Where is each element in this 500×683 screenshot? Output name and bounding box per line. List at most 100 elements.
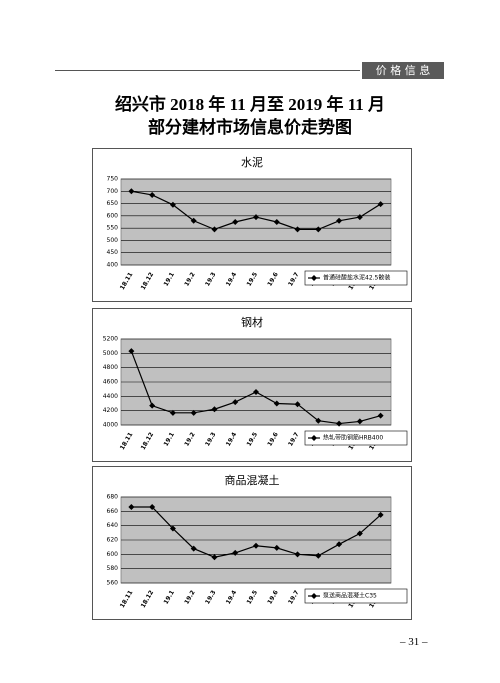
chart-title: 钢材 — [241, 315, 263, 329]
point-marker — [149, 504, 156, 511]
title-line: 绍兴市 2018 年 11 月至 2019 年 11 月 — [114, 95, 386, 114]
point-marker — [253, 214, 259, 221]
point-marker — [315, 226, 322, 233]
y-tick-label: 450 — [107, 249, 119, 256]
point-marker — [336, 420, 343, 427]
x-tick-label: 19.1 — [162, 589, 175, 605]
legend-box — [304, 588, 408, 604]
point-marker — [336, 541, 343, 548]
legend-label: 热轧带肋钢筋HRB400 — [323, 434, 383, 442]
point-marker — [211, 406, 218, 413]
x-tick-label: 19.2 — [183, 589, 196, 605]
x-tick-label: 19.5 — [246, 271, 259, 287]
y-tick-label: 4400 — [103, 393, 118, 400]
point-marker — [169, 201, 176, 208]
x-tick-label: 18.11 — [119, 431, 135, 451]
point-marker — [356, 214, 363, 221]
x-tick-label: 19.3 — [204, 589, 217, 605]
y-tick-label: 700 — [107, 188, 119, 195]
y-tick-label: 750 — [107, 176, 119, 183]
x-tick-label: 19.6 — [266, 431, 279, 447]
y-tick-label: 600 — [107, 212, 119, 219]
x-tick-label: 19.5 — [246, 431, 259, 447]
x-tick-label: 18.12 — [140, 271, 156, 291]
point-marker — [273, 400, 280, 407]
x-tick-label: 19.6 — [266, 589, 279, 605]
point-marker — [294, 226, 301, 233]
y-tick-label: 600 — [107, 551, 119, 558]
y-tick-label: 560 — [107, 580, 119, 587]
y-tick-label: 620 — [107, 537, 119, 544]
chart-panel: 钢材 4000 4200 4400 4600 4800 5000 5200 18.11 18.12… — [92, 308, 412, 462]
section-label: 价 格 信 息 — [362, 62, 444, 79]
point-marker — [294, 551, 301, 558]
point-marker — [149, 191, 156, 198]
x-tick-label: 19.1 — [162, 431, 175, 447]
legend-marker — [311, 593, 317, 599]
point-marker — [128, 188, 135, 195]
chart-panel: 水泥 400 450 500 550 600 650 700 750 18.11 18.12 19.1… — [92, 148, 412, 302]
point-marker — [232, 399, 239, 406]
legend-label: 普通硅酸盐水泥42.5散装 — [323, 274, 390, 282]
point-marker — [356, 530, 363, 537]
page-number: – 31 – — [400, 636, 428, 648]
x-tick-label: 19.7 — [287, 589, 300, 605]
point-marker — [232, 219, 239, 225]
y-tick-label: 400 — [107, 262, 119, 269]
x-tick-label: 19.2 — [183, 431, 196, 447]
y-tick-label: 4600 — [103, 379, 118, 386]
x-tick-label: 19.3 — [204, 431, 217, 447]
point-marker — [253, 389, 259, 396]
plot-area — [120, 178, 392, 266]
x-tick-label: 19.7 — [287, 431, 300, 447]
point-marker — [190, 545, 197, 552]
point-marker — [273, 544, 280, 551]
point-marker — [149, 402, 156, 409]
legend-box — [304, 430, 408, 446]
legend-label: 泵送商品混凝土C35 — [323, 592, 377, 600]
chart: 钢材 4000 4200 4400 4600 4800 5000 5200 18.11 18.12… — [103, 315, 408, 451]
y-tick-label: 680 — [107, 494, 119, 501]
point-marker — [190, 409, 197, 416]
chart-title: 商品混凝土 — [225, 473, 280, 487]
y-tick-label: 650 — [107, 200, 119, 207]
point-marker — [377, 511, 384, 518]
point-marker — [128, 504, 135, 511]
x-tick-label: 18.11 — [119, 589, 135, 609]
x-tick-label: 18.11 — [119, 271, 135, 291]
x-tick-label: 18.12 — [140, 431, 156, 451]
point-marker — [273, 219, 280, 225]
x-tick-label: 18.12 — [140, 589, 156, 609]
y-tick-label: 4200 — [103, 407, 118, 414]
point-marker — [294, 401, 301, 408]
chart-panel: 商品混凝土 560 580 600 620 640 660 680 18.11 18.12 19.1… — [92, 466, 412, 620]
point-marker — [253, 542, 259, 549]
y-tick-label: 4000 — [103, 422, 118, 429]
legend-marker — [311, 435, 317, 441]
y-tick-label: 5000 — [103, 350, 118, 357]
y-tick-label: 550 — [107, 225, 119, 232]
point-marker — [377, 201, 384, 208]
x-tick-label: 19.2 — [183, 271, 196, 287]
legend-box — [304, 270, 408, 286]
point-marker — [315, 552, 322, 559]
point-marker — [211, 554, 218, 561]
x-tick-label: 19.5 — [246, 589, 259, 605]
point-marker — [377, 412, 384, 419]
point-marker — [128, 348, 135, 355]
point-marker — [190, 217, 197, 224]
chart-title: 水泥 — [241, 156, 263, 169]
point-marker — [356, 418, 363, 425]
legend-marker — [311, 275, 317, 281]
point-marker — [232, 549, 239, 556]
x-tick-label: 19.6 — [266, 271, 279, 287]
chart: 商品混凝土 560 580 600 620 640 660 680 18.11 18.12 19.1… — [107, 473, 408, 609]
y-tick-label: 5200 — [103, 336, 118, 343]
y-tick-label: 640 — [107, 522, 119, 529]
x-tick-label: 19.3 — [204, 271, 217, 287]
y-tick-label: 660 — [107, 508, 119, 515]
x-tick-label: 19.4 — [225, 271, 238, 287]
point-marker — [315, 417, 322, 424]
point-marker — [336, 217, 343, 224]
